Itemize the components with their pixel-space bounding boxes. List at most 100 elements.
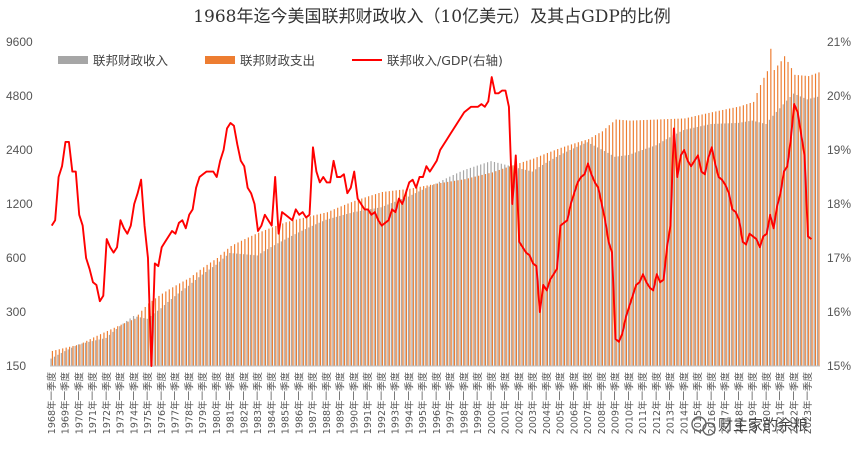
revenue-bar [242,254,245,366]
expenditure-bar [264,229,267,366]
expenditure-bar [756,93,758,366]
expenditure-bar [495,171,497,366]
expenditure-bar [478,175,480,366]
revenue-bar [476,165,478,366]
revenue-bar [469,167,471,366]
revenue-bar [418,191,420,366]
x-tick-label: 1971年一季度 [87,372,99,435]
expenditure-bar [684,118,686,366]
revenue-bar [119,326,121,366]
revenue-bar [95,340,97,366]
revenue-bar [346,214,348,366]
expenditure-bar [161,293,163,366]
x-tick-label: 2019年一季度 [747,372,759,435]
expenditure-bar [313,215,315,366]
revenue-bar [253,255,255,366]
x-tick-label: 2010年一季度 [623,372,635,435]
expenditure-bar [399,189,401,366]
revenue-bar [786,100,788,366]
expenditure-bar [340,206,342,366]
expenditure-bar [405,189,408,366]
expenditure-bar [711,112,713,367]
revenue-bar [126,320,128,366]
revenue-bar [662,141,664,366]
revenue-bar [514,167,516,366]
revenue-bar [703,125,705,367]
revenue-bar [57,354,59,366]
revenue-bar [366,209,368,366]
y-right-tick-label: 17% [827,251,851,265]
revenue-bar [511,166,513,366]
expenditure-bar [811,74,813,366]
expenditure-bar [440,183,442,366]
expenditure-bar [165,291,167,366]
revenue-bar [603,151,606,366]
revenue-bar [710,124,712,367]
expenditure-bar [653,119,655,366]
expenditure-bar [763,77,765,366]
revenue-bar [631,153,633,366]
expenditure-bar [732,107,734,366]
expenditure-bar [127,321,129,366]
revenue-bar [88,341,90,366]
expenditure-bar [715,111,717,367]
revenue-bar [401,199,403,366]
revenue-bar [359,210,361,366]
revenue-bar [315,224,317,366]
x-tick-label: 1977年一季度 [170,372,182,435]
x-tick-label: 2023年一季度 [802,372,814,435]
expenditure-bar [120,324,122,366]
expenditure-bar [656,119,658,366]
x-tick-label: 1987年一季度 [307,372,319,435]
wechat-icon-small [702,422,716,436]
revenue-bar [349,213,351,366]
revenue-bar [545,162,547,366]
expenditure-bar [484,174,487,366]
expenditure-bar [474,176,476,366]
expenditure-bar [179,283,181,366]
expenditure-bar [588,139,590,366]
expenditure-bar [677,118,679,367]
expenditure-bar [306,217,308,366]
line-layer [50,76,812,367]
x-tick-label: 2013年一季度 [665,372,677,435]
expenditure-bar [698,115,700,366]
expenditure-bar [467,178,469,366]
revenue-bar [775,111,777,367]
expenditure-bar [168,289,170,366]
revenue-bar [198,277,200,366]
expenditure-bar [113,327,115,366]
expenditure-bar [759,85,762,366]
watermark: 财主家的余粮 [691,416,808,436]
revenue-bar [779,108,781,366]
x-tick-label: 2006年一季度 [568,372,580,435]
revenue-bar [308,227,310,366]
revenue-bar [373,208,375,366]
expenditure-bar [601,131,603,366]
expenditure-bar [426,185,428,366]
expenditure-bar [234,244,236,366]
revenue-bar [425,188,427,366]
revenue-bar [174,296,176,366]
revenue-bar [435,183,437,366]
revenue-bar [328,218,331,366]
revenue-bar [490,161,492,366]
x-tick-label: 2007年一季度 [582,372,594,435]
revenue-bar [572,148,575,366]
revenue-bar [332,217,334,366]
revenue-bar [181,290,183,366]
revenue-bar [291,235,293,366]
revenue-bar [528,170,530,366]
revenue-bar [717,123,719,366]
expenditure-bar [577,142,579,366]
expenditure-bar [220,254,222,366]
revenue-bar [215,264,217,366]
x-tick-label: 1983年一季度 [252,372,264,435]
x-tick-label: 1995年一季度 [417,372,429,435]
x-tick-label: 2004年一季度 [541,372,553,435]
y-right-tick-label: 15% [827,359,851,373]
x-tick-label: 2000年一季度 [486,372,498,435]
expenditure-bar [687,117,689,366]
expenditure-bar [543,154,545,366]
revenue-bar [682,130,685,366]
